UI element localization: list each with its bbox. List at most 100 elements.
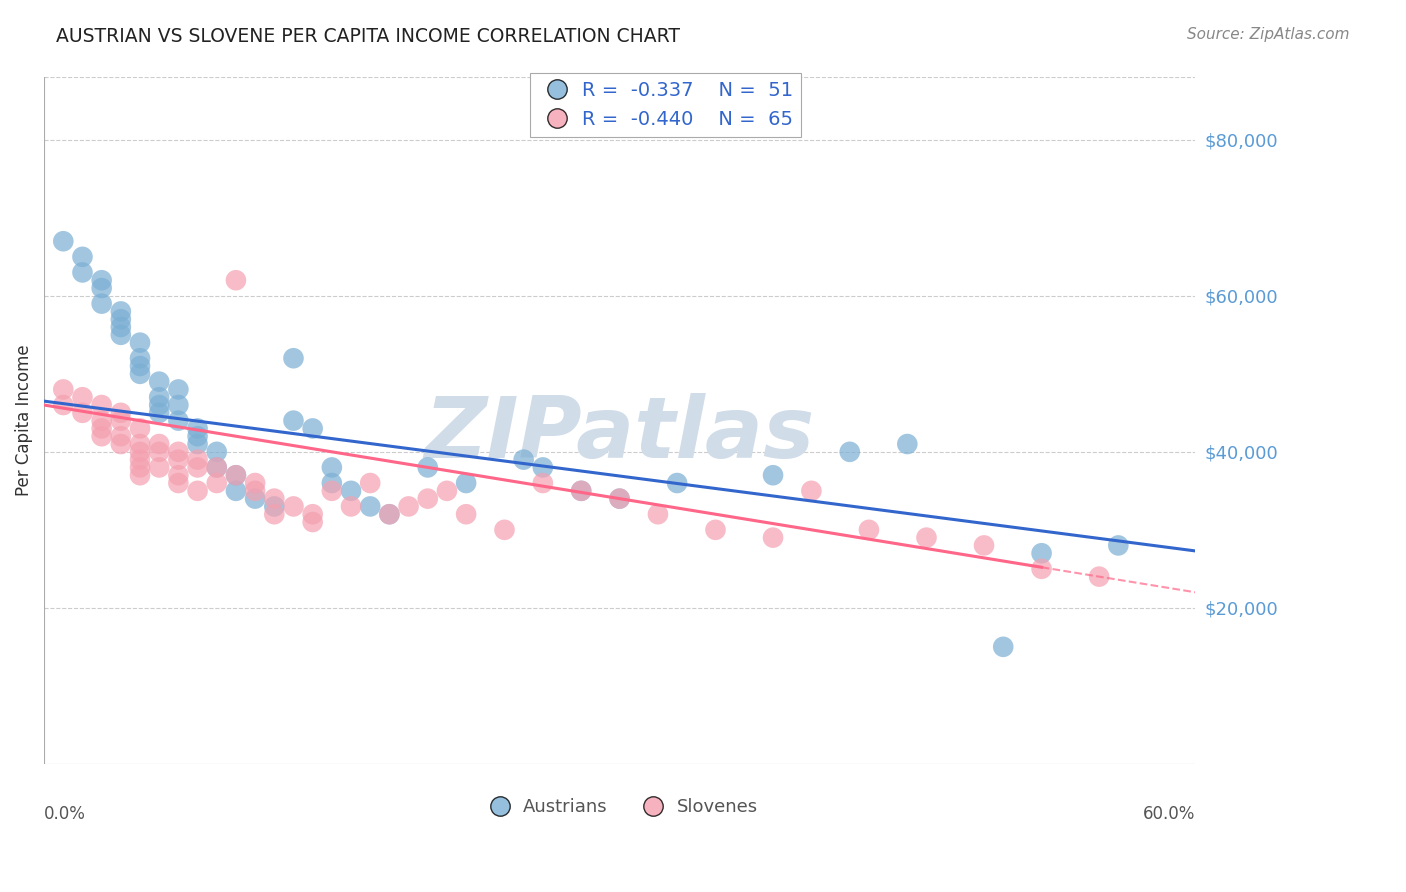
Point: [1241, 554, 1264, 568]
Point: [72, 250, 94, 264]
Point: [148, 398, 170, 412]
Point: [1299, 562, 1322, 576]
Point: [1375, 585, 1398, 599]
Point: [148, 437, 170, 451]
Point: [225, 468, 247, 483]
Point: [129, 367, 152, 381]
Point: [263, 500, 285, 514]
Point: [225, 483, 247, 498]
Point: [205, 460, 228, 475]
Point: [609, 491, 631, 506]
Point: [321, 476, 343, 491]
Point: [110, 304, 132, 318]
Point: [609, 491, 631, 506]
Point: [1031, 562, 1053, 576]
Point: [1088, 569, 1111, 583]
Point: [187, 429, 209, 443]
Point: [129, 468, 152, 483]
Point: [225, 468, 247, 483]
Point: [858, 523, 880, 537]
Point: [416, 460, 439, 475]
Point: [838, 445, 860, 459]
Point: [110, 406, 132, 420]
Point: [205, 445, 228, 459]
Point: [666, 476, 689, 491]
Point: [148, 390, 170, 404]
Point: [569, 483, 592, 498]
Point: [283, 414, 305, 428]
Point: [301, 507, 323, 521]
Point: [52, 398, 75, 412]
Point: [187, 483, 209, 498]
Point: [72, 390, 94, 404]
Point: [148, 406, 170, 420]
Point: [90, 296, 112, 310]
Point: [340, 483, 363, 498]
Point: [187, 460, 209, 475]
Point: [129, 351, 152, 366]
Point: [148, 460, 170, 475]
Point: [647, 507, 669, 521]
Point: [167, 445, 190, 459]
Point: [205, 460, 228, 475]
Point: [531, 476, 554, 491]
Point: [915, 531, 938, 545]
Point: [110, 437, 132, 451]
Point: [187, 421, 209, 435]
Point: [52, 234, 75, 248]
Y-axis label: Per Capita Income: Per Capita Income: [15, 345, 32, 497]
Point: [993, 640, 1015, 654]
Point: [110, 414, 132, 428]
Point: [110, 327, 132, 342]
Point: [378, 507, 401, 521]
Point: [90, 281, 112, 295]
Point: [340, 500, 363, 514]
Point: [129, 421, 152, 435]
Point: [167, 398, 190, 412]
Point: [129, 335, 152, 350]
Point: [148, 375, 170, 389]
Point: [187, 452, 209, 467]
Point: [973, 538, 995, 552]
Point: [90, 421, 112, 435]
Point: [301, 515, 323, 529]
Point: [187, 437, 209, 451]
Point: [359, 500, 381, 514]
Legend: Austrians, Slovenes: Austrians, Slovenes: [474, 791, 765, 823]
Point: [90, 414, 112, 428]
Text: Source: ZipAtlas.com: Source: ZipAtlas.com: [1187, 27, 1350, 42]
Point: [531, 460, 554, 475]
Point: [243, 483, 266, 498]
Point: [800, 483, 823, 498]
Point: [494, 523, 516, 537]
Text: ZIPatlas: ZIPatlas: [425, 392, 814, 475]
Point: [129, 445, 152, 459]
Point: [225, 273, 247, 287]
Point: [167, 452, 190, 467]
Point: [569, 483, 592, 498]
Point: [110, 320, 132, 334]
Point: [321, 460, 343, 475]
Point: [762, 531, 785, 545]
Point: [167, 414, 190, 428]
Point: [205, 476, 228, 491]
Text: AUSTRIAN VS SLOVENE PER CAPITA INCOME CORRELATION CHART: AUSTRIAN VS SLOVENE PER CAPITA INCOME CO…: [56, 27, 681, 45]
Point: [72, 406, 94, 420]
Point: [896, 437, 918, 451]
Text: 0.0%: 0.0%: [44, 805, 86, 823]
Point: [129, 460, 152, 475]
Point: [129, 437, 152, 451]
Point: [378, 507, 401, 521]
Point: [416, 491, 439, 506]
Point: [301, 421, 323, 435]
Point: [512, 452, 534, 467]
Text: 60.0%: 60.0%: [1143, 805, 1195, 823]
Point: [436, 483, 458, 498]
Point: [167, 383, 190, 397]
Point: [1031, 546, 1053, 560]
Point: [243, 491, 266, 506]
Point: [129, 359, 152, 373]
Point: [90, 398, 112, 412]
Point: [90, 429, 112, 443]
Point: [52, 383, 75, 397]
